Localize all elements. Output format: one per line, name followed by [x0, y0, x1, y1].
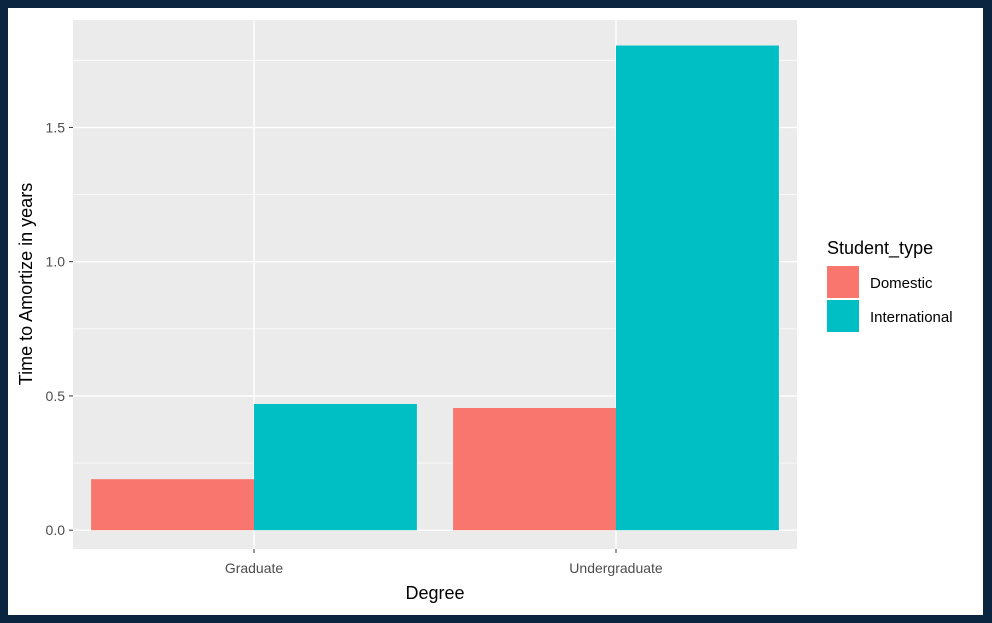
legend-title: Student_type [827, 238, 933, 259]
x-axis: Graduate Undergraduate [225, 549, 663, 576]
x-tick-label: Undergraduate [569, 560, 663, 576]
chart: 0.0 0.5 1.0 1.5 Graduate Undergraduate Degre… [16, 20, 953, 603]
y-axis-title: Time to Amortize in years [16, 183, 36, 385]
y-tick-label: 0.0 [46, 522, 66, 538]
bar-domestic [453, 408, 616, 531]
y-tick-label: 1.0 [46, 254, 66, 270]
legend-label-domestic: Domestic [870, 275, 933, 292]
chart-frame: 0.0 0.5 1.0 1.5 Graduate Undergraduate Degre… [8, 8, 983, 615]
bars-layer [91, 45, 779, 531]
x-axis-title: Degree [405, 583, 464, 603]
legend: Student_type Domestic International [827, 238, 953, 332]
y-axis: 0.0 0.5 1.0 1.5 [46, 119, 73, 538]
legend-key-international [827, 300, 859, 332]
legend-items: Domestic International [827, 266, 953, 332]
legend-key-domestic [827, 266, 859, 298]
bar-international [616, 45, 779, 531]
legend-label-international: International [870, 309, 953, 326]
bar-international [254, 403, 417, 531]
y-tick-label: 1.5 [46, 119, 66, 135]
bar-domestic [91, 479, 254, 531]
y-tick-label: 0.5 [46, 388, 66, 404]
x-tick-label: Graduate [225, 560, 284, 576]
